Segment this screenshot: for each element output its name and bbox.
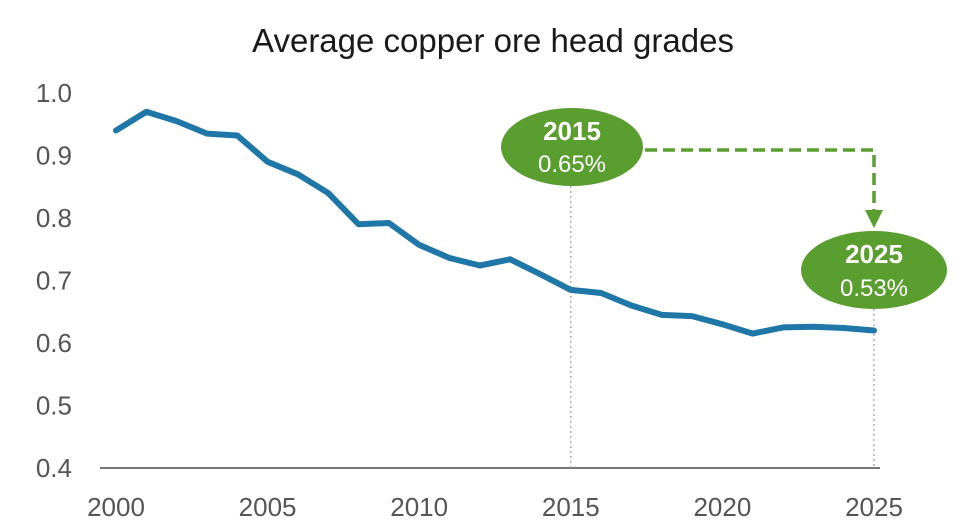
x-tick-label: 2015 — [542, 492, 600, 522]
x-tick-label: 2020 — [693, 492, 751, 522]
x-tick-label: 2010 — [390, 492, 448, 522]
y-tick-label: 0.5 — [36, 391, 72, 421]
callout-2015-year: 2015 — [543, 116, 601, 146]
callout-2015-value: 0.65% — [538, 151, 606, 178]
y-tick-label: 0.8 — [36, 203, 72, 233]
x-tick-label: 2025 — [845, 492, 903, 522]
callout-2015-bubble — [501, 108, 643, 186]
chart-title: Average copper ore head grades — [252, 22, 734, 59]
y-tick-label: 0.4 — [36, 453, 72, 483]
callout-2025-year: 2025 — [845, 239, 903, 269]
y-tick-label: 0.6 — [36, 328, 72, 358]
callout-2025: 2025 0.53% — [801, 231, 947, 309]
x-tick-label: 2000 — [87, 492, 145, 522]
x-tick-label: 2005 — [239, 492, 297, 522]
y-tick-label: 1.0 — [36, 78, 72, 108]
series-line-head-grade — [113, 108, 877, 337]
arrowhead-icon — [865, 210, 883, 228]
callout-2015: 2015 0.65% — [501, 108, 643, 186]
x-axis-ticks: 2000 2005 2010 2015 2020 2025 — [87, 492, 903, 522]
y-tick-label: 0.7 — [36, 266, 72, 296]
y-tick-label: 0.9 — [36, 141, 72, 171]
callout-2025-value: 0.53% — [840, 275, 908, 302]
callout-connector-arrow — [645, 148, 876, 212]
callout-2025-bubble — [801, 231, 947, 309]
annotation-guides — [570, 186, 875, 468]
y-axis-ticks: 0.4 0.5 0.6 0.7 0.8 0.9 1.0 — [36, 78, 72, 483]
